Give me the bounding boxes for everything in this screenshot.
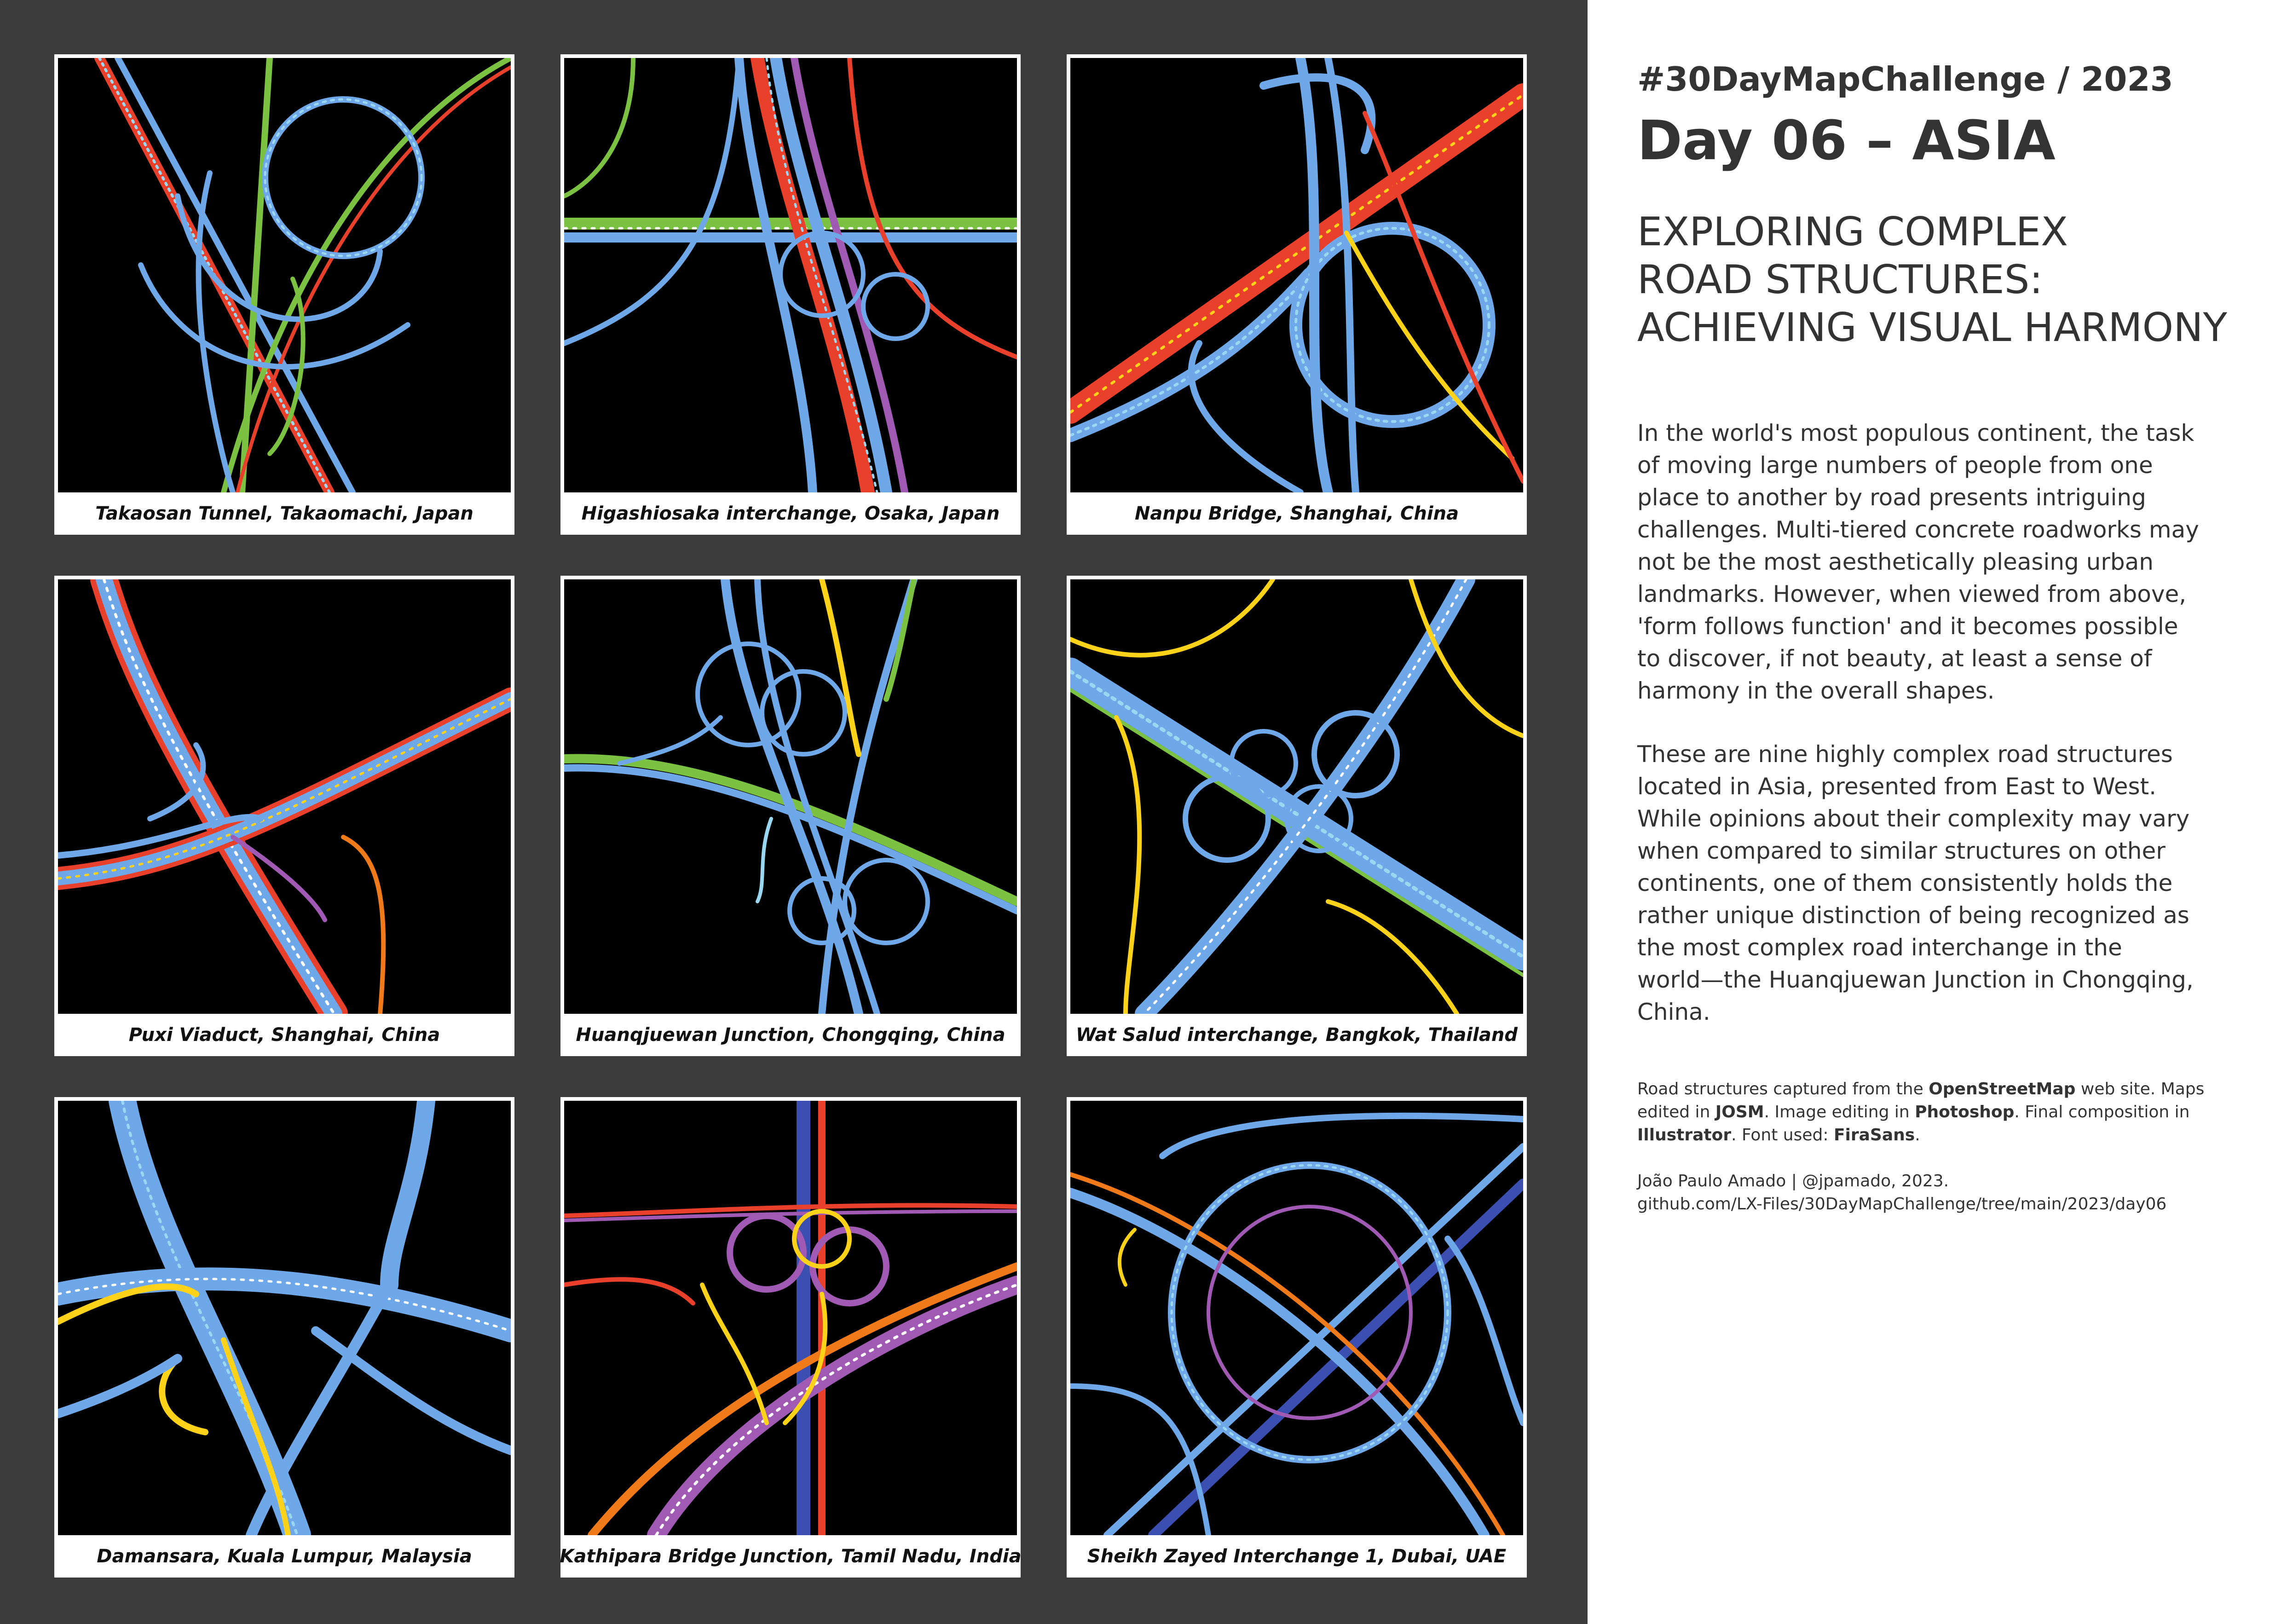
map-image-wat-salud: [1070, 579, 1523, 1014]
body-line: world—the Huanqjuewan Junction in Chongq…: [1637, 966, 2194, 993]
page-title: Day 06 – ASIA: [1637, 109, 2056, 172]
map-caption: Sheikh Zayed Interchange 1, Dubai, UAE: [1087, 1546, 1507, 1567]
credits-spacer: [1637, 1147, 2204, 1170]
map-image-huanqjuewan: [564, 579, 1017, 1014]
credits-line: Illustrator. Font used: FiraSans.: [1637, 1124, 2204, 1147]
credits-text: . Final composition in: [2014, 1103, 2190, 1121]
credits-emphasis: Photoshop: [1915, 1103, 2015, 1121]
body-paragraph: These are nine highly complex road struc…: [1637, 738, 2194, 1028]
credits-text: edited in: [1637, 1103, 1715, 1121]
body-line: continents, one of them consistently hol…: [1637, 870, 2173, 896]
intro-line: landmarks. However, when viewed from abo…: [1637, 581, 2187, 607]
intro-line: not be the most aesthetically pleasing u…: [1637, 549, 2154, 575]
map-caption: Higashiosaka interchange, Osaka, Japan: [581, 503, 1000, 524]
map-caption: Nanpu Bridge, Shanghai, China: [1134, 503, 1459, 524]
map-image-sheikh-zayed: [1070, 1101, 1523, 1535]
subtitle-line: ACHIEVING VISUAL HARMONY: [1637, 305, 2228, 351]
credits-line: Road structures captured from the OpenSt…: [1637, 1078, 2204, 1101]
body-line: rather unique distinction of being recog…: [1637, 902, 2189, 929]
repo-url[interactable]: github.com/LX-Files/30DayMapChallenge/tr…: [1637, 1195, 2167, 1214]
map-caption: Wat Salud interchange, Bangkok, Thailand: [1076, 1024, 1518, 1046]
credits: Road structures captured from the OpenSt…: [1637, 1078, 2204, 1216]
map-image-damansara: [58, 1101, 511, 1535]
credits-emphasis: Illustrator: [1637, 1126, 1732, 1144]
intro-line: place to another by road presents intrig…: [1637, 484, 2146, 511]
subtitle-line: ROAD STRUCTURES:: [1637, 257, 2043, 303]
body-line: when compared to similar structures on o…: [1637, 838, 2166, 864]
credits-text: . Font used:: [1731, 1126, 1834, 1144]
map-card-kathipara: Kathipara Bridge Junction, Tamil Nadu, I…: [560, 1097, 1022, 1578]
challenge-heading: #30DayMapChallenge / 2023: [1637, 60, 2173, 98]
intro-line: of moving large numbers of people from o…: [1637, 452, 2153, 479]
map-caption: Kathipara Bridge Junction, Tamil Nadu, I…: [560, 1546, 1022, 1567]
credits-line: edited in JOSM. Image editing in Photosh…: [1637, 1101, 2204, 1124]
credits-text: web site. Maps: [2075, 1080, 2205, 1098]
credits-text: . Image editing in: [1764, 1103, 1915, 1121]
map-caption: Damansara, Kuala Lumpur, Malaysia: [97, 1546, 472, 1567]
map-card-takaosan: Takaosan Tunnel, Takaomachi, Japan: [54, 54, 514, 535]
intro-line: In the world's most populous continent, …: [1637, 420, 2195, 446]
map-image-kathipara: [564, 1101, 1017, 1535]
map-image-nanpu: [1070, 58, 1523, 492]
intro-line: harmony in the overall shapes.: [1637, 677, 1995, 704]
intro-line: 'form follows function' and it becomes p…: [1637, 613, 2178, 640]
map-caption: Takaosan Tunnel, Takaomachi, Japan: [95, 503, 474, 524]
credits-text: .: [1915, 1126, 1920, 1144]
map-caption: Puxi Viaduct, Shanghai, China: [128, 1024, 440, 1046]
subtitle-line: EXPLORING COMPLEX: [1637, 209, 2068, 255]
intro-line: challenges. Multi-tiered concrete roadwo…: [1637, 516, 2199, 543]
map-image-higashiosaka: [564, 58, 1017, 492]
map-card-sheikh-zayed: Sheikh Zayed Interchange 1, Dubai, UAE: [1067, 1097, 1527, 1578]
body-line: the most complex road interchange in the: [1637, 934, 2122, 961]
map-card-damansara: Damansara, Kuala Lumpur, Malaysia: [54, 1097, 514, 1578]
subtitle: EXPLORING COMPLEX ROAD STRUCTURES: ACHIE…: [1637, 208, 2227, 352]
map-card-higashiosaka: Higashiosaka interchange, Osaka, Japan: [560, 54, 1021, 535]
map-card-nanpu: Nanpu Bridge, Shanghai, China: [1067, 54, 1527, 535]
body-line: While opinions about their complexity ma…: [1637, 805, 2190, 832]
map-card-puxi: Puxi Viaduct, Shanghai, China: [54, 576, 514, 1056]
credits-text: Road structures captured from the: [1637, 1080, 1929, 1098]
map-grid-panel: Takaosan Tunnel, Takaomachi, Japan Higas…: [0, 0, 1588, 1624]
map-caption: Huanqjuewan Junction, Chongqing, China: [576, 1024, 1005, 1046]
credits-emphasis: OpenStreetMap: [1929, 1080, 2076, 1098]
body-line: China.: [1637, 999, 1710, 1025]
body-line: located in Asia, presented from East to …: [1637, 773, 2157, 800]
intro-paragraph: In the world's most populous continent, …: [1637, 417, 2199, 707]
map-image-puxi: [58, 579, 511, 1014]
credits-emphasis: FiraSans: [1833, 1126, 1915, 1144]
map-image-takaosan: [58, 58, 511, 492]
author-line: João Paulo Amado | @jpamado, 2023.: [1637, 1172, 1949, 1191]
map-card-wat-salud: Wat Salud interchange, Bangkok, Thailand: [1067, 576, 1527, 1056]
map-card-huanqjuewan: Huanqjuewan Junction, Chongqing, China: [560, 576, 1021, 1056]
body-line: These are nine highly complex road struc…: [1637, 741, 2173, 768]
credits-emphasis: JOSM: [1715, 1103, 1764, 1121]
intro-line: to discover, if not beauty, at least a s…: [1637, 645, 2152, 672]
